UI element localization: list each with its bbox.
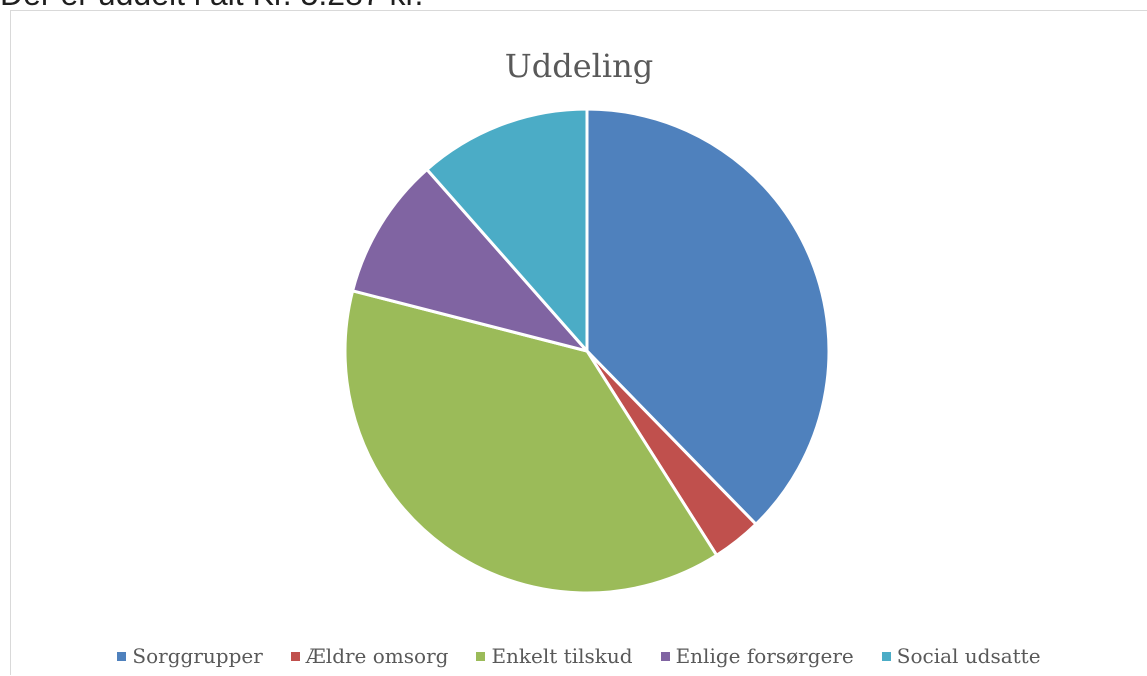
pie-slice-enlige-forsorgere	[350, 167, 592, 354]
pie-chart	[343, 107, 831, 595]
legend-label: Sorggrupper	[132, 644, 263, 668]
page-heading-fragment: Der er uddelt i alt Kr. 5.287 kr.	[0, 0, 423, 13]
legend-swatch	[476, 651, 486, 661]
legend-item-social-udsatte: Social udsatte	[881, 644, 1041, 668]
pie-slice-enkelt-tilskud	[343, 288, 719, 595]
legend-item-enkelt-tilskud: Enkelt tilskud	[476, 644, 633, 668]
legend-item-enlige-forsorgere: Enlige forsørgere	[660, 644, 854, 668]
legend-swatch	[660, 651, 670, 661]
legend-swatch	[117, 651, 127, 661]
legend-label: Social udsatte	[896, 644, 1041, 668]
legend-swatch	[881, 651, 891, 661]
legend-item-aeldre-omsorg: Ældre omsorg	[290, 644, 449, 668]
pie-slice-social-udsatte	[424, 107, 589, 355]
pie-slice-sorggrupper	[585, 107, 831, 527]
legend-label: Enkelt tilskud	[491, 644, 633, 668]
chart-area: Uddeling Sorggrupper Ældre omsorg Enkelt t…	[10, 10, 1147, 675]
legend-item-sorggrupper: Sorggrupper	[117, 644, 263, 668]
legend-label: Ældre omsorg	[305, 644, 449, 668]
legend: Sorggrupper Ældre omsorg Enkelt tilskud Enl…	[11, 644, 1147, 668]
legend-label: Enlige forsørgere	[675, 644, 854, 668]
chart-title: Uddeling	[504, 47, 654, 85]
legend-swatch	[290, 651, 300, 661]
